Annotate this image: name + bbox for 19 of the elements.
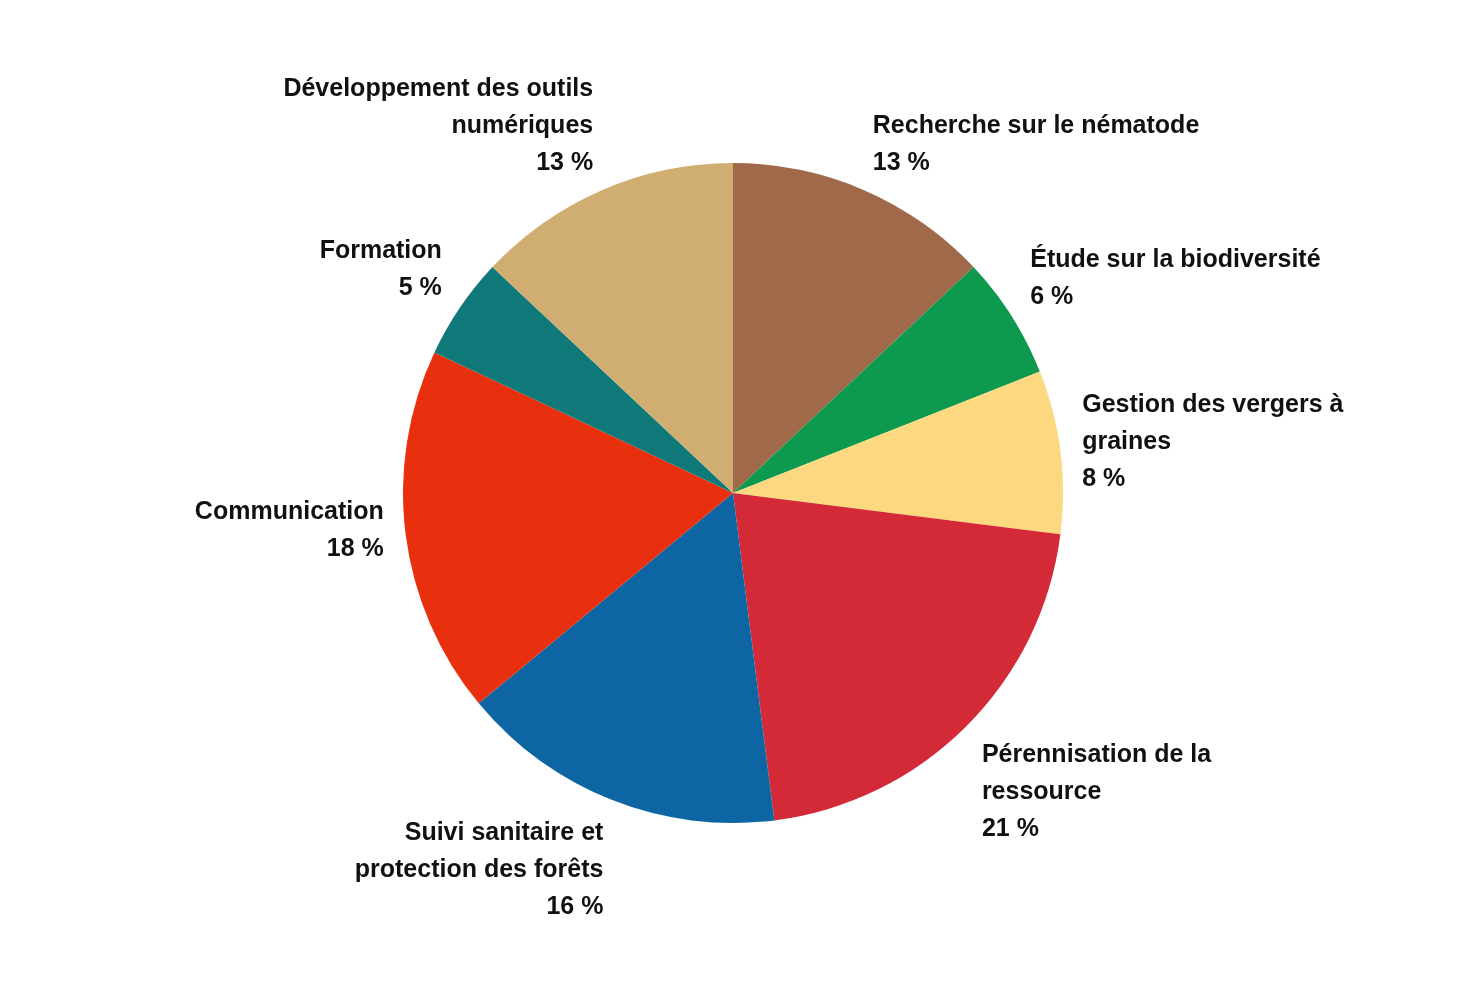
- slice-label: Formation: [319, 235, 442, 264]
- slice-label: Communication: [194, 495, 384, 524]
- pie-slice: [478, 493, 775, 823]
- slice-label: Étude sur la biodiversité: [1030, 244, 1321, 273]
- data-label: 18 %: [326, 532, 384, 561]
- data-label: 6 %: [1030, 281, 1074, 310]
- data-label: 16 %: [546, 891, 604, 920]
- data-label: 13 %: [872, 146, 930, 175]
- slice-label: Recherche sur le nématode: [872, 109, 1200, 138]
- data-label: 8 %: [1082, 462, 1126, 491]
- data-label: 13 %: [536, 146, 594, 175]
- slice-label: Pérennisation de la ressource: [981, 738, 1213, 804]
- slice-label: Suivi sanitaire et protection des forêts: [354, 817, 605, 883]
- slice-label: Gestion des vergers à graines: [1082, 388, 1344, 454]
- slice-label: Développement des outils numériques: [283, 72, 594, 138]
- data-label: 21 %: [981, 812, 1039, 841]
- data-label: 5 %: [398, 272, 442, 301]
- pie-slice: [403, 352, 733, 704]
- pie-slice: [733, 371, 1063, 535]
